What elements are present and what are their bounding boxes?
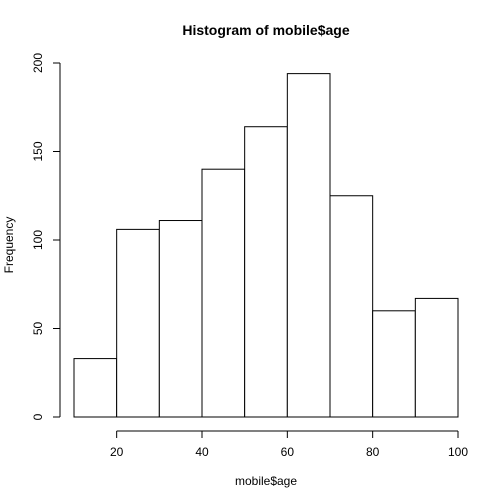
- histogram-bar: [244, 126, 288, 418]
- y-axis-label: Frequency: [2, 217, 16, 274]
- y-tick-label: 200: [31, 53, 45, 73]
- histogram-bar: [158, 220, 203, 418]
- x-tick-label: 40: [195, 445, 209, 459]
- chart-title: Histogram of mobile$age: [182, 22, 349, 38]
- histogram-bar: [372, 310, 416, 418]
- y-tick-label: 100: [31, 230, 45, 250]
- x-tick-label: 20: [110, 445, 124, 459]
- histogram-bar: [414, 297, 459, 418]
- histogram-bar: [73, 358, 118, 418]
- histogram-bar: [286, 73, 331, 418]
- histogram-bar: [329, 195, 374, 418]
- y-tick-label: 0: [31, 413, 45, 420]
- bars-group: [73, 73, 459, 418]
- x-axis: 20 40 60 80 100: [110, 430, 468, 459]
- y-tick-label: 150: [31, 141, 45, 161]
- histogram-bar: [116, 228, 160, 418]
- x-axis-label: mobile$age: [235, 474, 297, 488]
- histogram-bar: [201, 168, 246, 418]
- y-tick-label: 50: [31, 322, 45, 336]
- y-axis: 0 50 100 150 200: [31, 53, 61, 420]
- x-tick-label: 100: [448, 445, 468, 459]
- x-tick-label: 80: [366, 445, 380, 459]
- x-tick-label: 60: [281, 445, 295, 459]
